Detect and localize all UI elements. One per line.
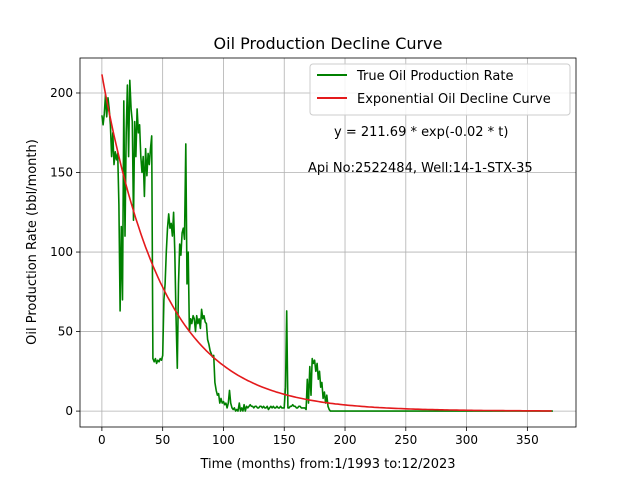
y-tick-label: 150 [50, 166, 73, 180]
series-line-true-rate [101, 79, 553, 412]
x-tick-label: 250 [394, 433, 417, 447]
x-tick-label: 0 [98, 433, 106, 447]
x-tick-label: 100 [212, 433, 235, 447]
equation-annotation: y = 211.69 * exp(-0.02 * t) [334, 125, 508, 140]
plot-frame [79, 57, 577, 428]
grid-layer [80, 58, 576, 427]
legend-box [309, 63, 571, 116]
chart-title: Oil Production Decline Curve [214, 34, 443, 53]
y-tick-label: 200 [50, 86, 73, 100]
y-tick-label: 100 [50, 245, 73, 259]
x-axis-label: Time (months) from:1/1993 to:12/2023 [199, 457, 455, 472]
x-tick-label: 350 [516, 433, 539, 447]
legend-label-exponential: Exponential Oil Decline Curve [357, 92, 551, 107]
series-line-exponential [101, 74, 552, 412]
well-annotation: Api No:2522484, Well:14-1-STX-35 [308, 161, 533, 176]
y-tick-label: 50 [58, 325, 73, 339]
tick-layer: 0 50 100 150 200 250 300 350 0 50 100 150 200 [50, 86, 539, 447]
x-tick-label: 150 [273, 433, 296, 447]
x-tick-label: 50 [155, 433, 170, 447]
y-axis-label: Oil Production Rate (bbl/month) [25, 139, 40, 345]
series-layer [101, 74, 553, 412]
y-tick-label: 0 [65, 404, 73, 418]
x-tick-label: 300 [455, 433, 478, 447]
legend: True Oil Production Rate Exponential Oil… [309, 63, 571, 116]
x-tick-label: 200 [334, 433, 357, 447]
legend-label-true-rate: True Oil Production Rate [356, 69, 513, 84]
